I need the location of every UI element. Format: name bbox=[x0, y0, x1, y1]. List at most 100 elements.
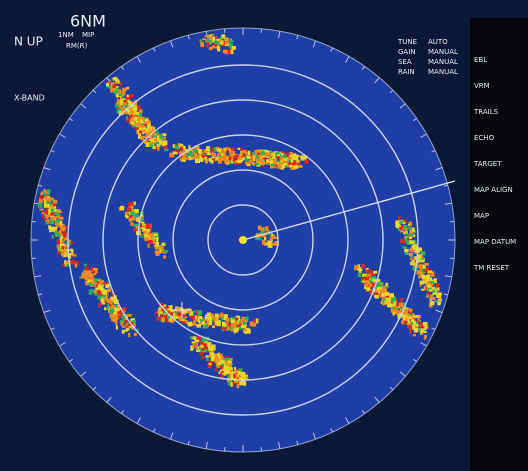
echo bbox=[211, 316, 215, 320]
echo bbox=[113, 304, 118, 308]
echo bbox=[281, 164, 285, 169]
echo bbox=[137, 134, 141, 139]
echo bbox=[194, 316, 198, 321]
echo bbox=[287, 157, 290, 162]
bearing-tick bbox=[443, 184, 448, 187]
echo bbox=[184, 319, 188, 324]
echo bbox=[142, 127, 146, 132]
echo bbox=[191, 336, 197, 340]
setting-name: RAIN bbox=[398, 68, 415, 76]
echo bbox=[233, 324, 238, 328]
echo bbox=[370, 282, 375, 288]
echo bbox=[264, 233, 267, 237]
bearing-tick bbox=[152, 47, 156, 52]
settings: TUNE AUTO GAIN MANUAL SEA MANUAL RAIN MANUAL bbox=[397, 38, 458, 76]
echo bbox=[409, 252, 412, 257]
echo bbox=[411, 245, 414, 249]
echo bbox=[204, 33, 209, 38]
echo bbox=[222, 362, 226, 366]
echo bbox=[125, 211, 128, 217]
echo bbox=[363, 282, 366, 285]
echo bbox=[43, 200, 47, 204]
range-ring bbox=[67, 64, 419, 416]
echo bbox=[207, 36, 211, 39]
echo bbox=[414, 321, 418, 326]
echo bbox=[393, 305, 397, 309]
echo bbox=[414, 256, 418, 259]
echo bbox=[277, 164, 282, 169]
echo bbox=[131, 326, 135, 330]
echo bbox=[193, 320, 196, 326]
menu: EBL VRM TRAILS ECHO TARGET MAP ALIGN MAP MAP DA… bbox=[473, 56, 516, 272]
echo bbox=[90, 281, 95, 285]
echo bbox=[403, 308, 409, 314]
echo bbox=[260, 158, 264, 162]
echo bbox=[255, 236, 260, 240]
echo bbox=[57, 246, 60, 252]
echo bbox=[191, 341, 196, 344]
echo bbox=[254, 153, 257, 158]
echo bbox=[84, 275, 89, 280]
echo bbox=[163, 314, 168, 320]
echo bbox=[152, 145, 156, 149]
bearing-tick bbox=[136, 56, 141, 63]
echo bbox=[211, 152, 217, 157]
echo bbox=[111, 317, 116, 322]
echo bbox=[217, 358, 221, 362]
echo bbox=[136, 128, 140, 133]
echo bbox=[84, 263, 87, 267]
echo bbox=[155, 237, 159, 242]
echo bbox=[428, 287, 433, 291]
echo bbox=[260, 151, 264, 156]
echo bbox=[112, 76, 118, 81]
echo bbox=[376, 287, 379, 291]
echo bbox=[159, 315, 164, 319]
echo bbox=[154, 250, 160, 254]
echo bbox=[270, 160, 274, 163]
echo bbox=[90, 266, 94, 272]
echo bbox=[261, 150, 265, 154]
echo bbox=[368, 280, 373, 285]
echo bbox=[216, 148, 220, 152]
echo bbox=[366, 269, 372, 274]
echo bbox=[184, 308, 189, 313]
echo bbox=[145, 132, 151, 137]
echo bbox=[221, 366, 227, 371]
echo bbox=[423, 269, 426, 273]
echo bbox=[107, 306, 112, 309]
bearing-tick bbox=[361, 410, 366, 414]
echo bbox=[107, 86, 111, 89]
echo bbox=[202, 348, 207, 352]
echo bbox=[196, 324, 201, 328]
echo bbox=[49, 219, 54, 225]
echo bbox=[49, 227, 52, 233]
echo bbox=[207, 344, 211, 348]
echo bbox=[134, 328, 139, 332]
echo bbox=[134, 208, 139, 214]
echo bbox=[437, 301, 442, 306]
echo bbox=[241, 316, 245, 321]
echo bbox=[224, 38, 230, 42]
echo bbox=[371, 276, 377, 279]
echo bbox=[125, 326, 129, 331]
echo bbox=[52, 226, 58, 230]
echo bbox=[283, 153, 288, 158]
echo bbox=[63, 237, 68, 241]
echo bbox=[236, 321, 242, 324]
echo bbox=[432, 290, 436, 293]
echo bbox=[265, 243, 270, 246]
echo bbox=[227, 327, 230, 331]
echo bbox=[121, 325, 126, 328]
echo bbox=[224, 323, 230, 329]
echo bbox=[272, 157, 277, 163]
echo bbox=[213, 357, 217, 361]
echo bbox=[100, 298, 105, 303]
echo bbox=[208, 33, 212, 37]
echo bbox=[194, 145, 197, 149]
echo bbox=[229, 357, 233, 361]
echo bbox=[227, 380, 232, 386]
echo bbox=[182, 156, 185, 160]
echo bbox=[260, 162, 265, 166]
echo bbox=[263, 230, 267, 235]
